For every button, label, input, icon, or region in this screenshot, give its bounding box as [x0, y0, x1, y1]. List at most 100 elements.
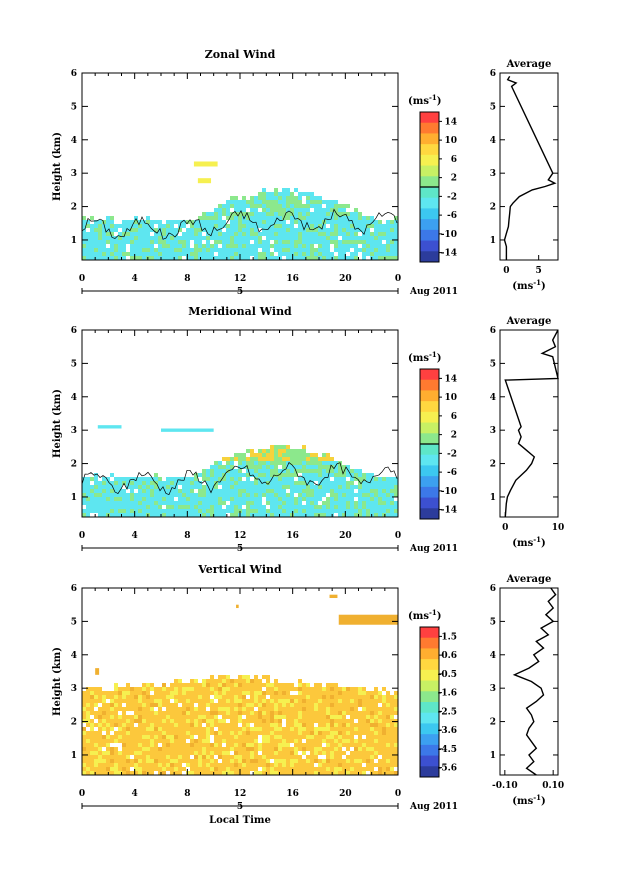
heatmap-cell — [166, 691, 170, 695]
heatmap-cell — [274, 477, 278, 481]
heatmap-cell — [270, 473, 274, 477]
heatmap-cell — [278, 731, 282, 735]
heatmap-cell — [346, 204, 350, 208]
heatmap-cell — [318, 771, 322, 775]
heatmap-cell — [286, 755, 290, 759]
heatmap-cell — [210, 727, 214, 731]
heatmap-cell — [246, 723, 250, 727]
heatmap-cell — [278, 461, 282, 465]
heatmap-cell — [218, 208, 222, 212]
heatmap-cell — [262, 461, 266, 465]
heatmap-cell — [326, 743, 330, 747]
heatmap-cell — [274, 703, 278, 707]
heatmap-cell — [338, 743, 342, 747]
heatmap-cell — [322, 465, 326, 469]
heatmap-cell — [370, 244, 374, 248]
heatmap-cell — [234, 703, 238, 707]
heatmap-cell — [282, 188, 286, 192]
heatmap-cell — [262, 256, 266, 260]
heatmap-cell — [142, 711, 146, 715]
heatmap-cell — [390, 763, 394, 767]
heatmap-cell — [242, 675, 246, 679]
heatmap-cell — [226, 477, 230, 481]
heatmap-cell — [134, 497, 138, 501]
colorbar-swatch — [420, 637, 439, 649]
heatmap-cell — [334, 715, 338, 719]
heatmap-cell — [162, 244, 166, 248]
heatmap-cell — [258, 469, 262, 473]
heatmap-cell — [282, 509, 286, 513]
heatmap-cell — [234, 252, 238, 256]
day-marker: 5 — [237, 287, 243, 297]
heatmap-cell — [198, 751, 202, 755]
heatmap-cell — [246, 457, 250, 461]
heatmap-cell — [82, 240, 86, 244]
heatmap-cell — [362, 216, 366, 220]
heatmap-cell — [154, 767, 158, 771]
heatmap-cell — [358, 735, 362, 739]
heatmap-cell — [218, 751, 222, 755]
heatmap-cell — [134, 228, 138, 232]
heatmap-cell — [126, 240, 130, 244]
heatmap-cell — [378, 252, 382, 256]
heatmap-cell — [294, 473, 298, 477]
heatmap-cell — [278, 244, 282, 248]
heatmap-cell — [366, 691, 370, 695]
heatmap-cell — [250, 204, 254, 208]
heatmap-cell — [170, 751, 174, 755]
heatmap-cell — [386, 691, 390, 695]
heatmap-cell — [378, 256, 382, 260]
heatmap-cell — [122, 715, 126, 719]
heatmap-cell — [382, 687, 386, 691]
heatmap-cell — [102, 739, 106, 743]
heatmap-cell — [134, 711, 138, 715]
heatmap-cell — [326, 497, 330, 501]
heatmap-cell — [170, 513, 174, 517]
heatmap-cell — [274, 461, 278, 465]
day-marker: 5 — [237, 544, 243, 554]
heatmap-cell — [194, 723, 198, 727]
heatmap-cell — [218, 489, 222, 493]
x-tick-label: 16 — [286, 531, 299, 541]
heatmap-cell — [290, 723, 294, 727]
heatmap-cell — [226, 755, 230, 759]
heatmap-cell — [86, 763, 90, 767]
heatmap-cell — [162, 248, 166, 252]
heatmap-cell — [350, 228, 354, 232]
heatmap-cell — [266, 715, 270, 719]
heatmap-cell — [194, 727, 198, 731]
heatmap-cell — [330, 469, 334, 473]
heatmap-cell — [318, 252, 322, 256]
heatmap-cell — [298, 727, 302, 731]
heatmap-cell — [382, 501, 386, 505]
heatmap-cell — [158, 715, 162, 719]
heatmap-cell — [158, 707, 162, 711]
heatmap-cell — [314, 727, 318, 731]
heatmap-cell — [186, 481, 190, 485]
heatmap-cell — [346, 747, 350, 751]
colorbar-swatch — [420, 486, 439, 499]
heatmap-cell — [94, 473, 98, 477]
heatmap-cell — [142, 236, 146, 240]
heatmap-cell — [206, 719, 210, 723]
heatmap-cell — [166, 719, 170, 723]
heatmap-cell — [190, 232, 194, 236]
heatmap-cell — [302, 691, 306, 695]
heatmap-cell — [238, 711, 242, 715]
heatmap-cell — [386, 727, 390, 731]
heatmap-cell — [190, 493, 194, 497]
heatmap-cell — [210, 703, 214, 707]
heatmap-cell — [206, 473, 210, 477]
heatmap-cell — [178, 501, 182, 505]
heatmap-cell — [382, 513, 386, 517]
heatmap-cell — [202, 493, 206, 497]
heatmap-cell — [346, 485, 350, 489]
heatmap-cell — [350, 216, 354, 220]
heatmap-cell — [158, 493, 162, 497]
heatmap-cell — [226, 751, 230, 755]
heatmap-cell — [362, 747, 366, 751]
heatmap-cell — [246, 497, 250, 501]
heatmap-cell — [198, 252, 202, 256]
heatmap-cell — [318, 244, 322, 248]
heatmap-cell — [326, 236, 330, 240]
